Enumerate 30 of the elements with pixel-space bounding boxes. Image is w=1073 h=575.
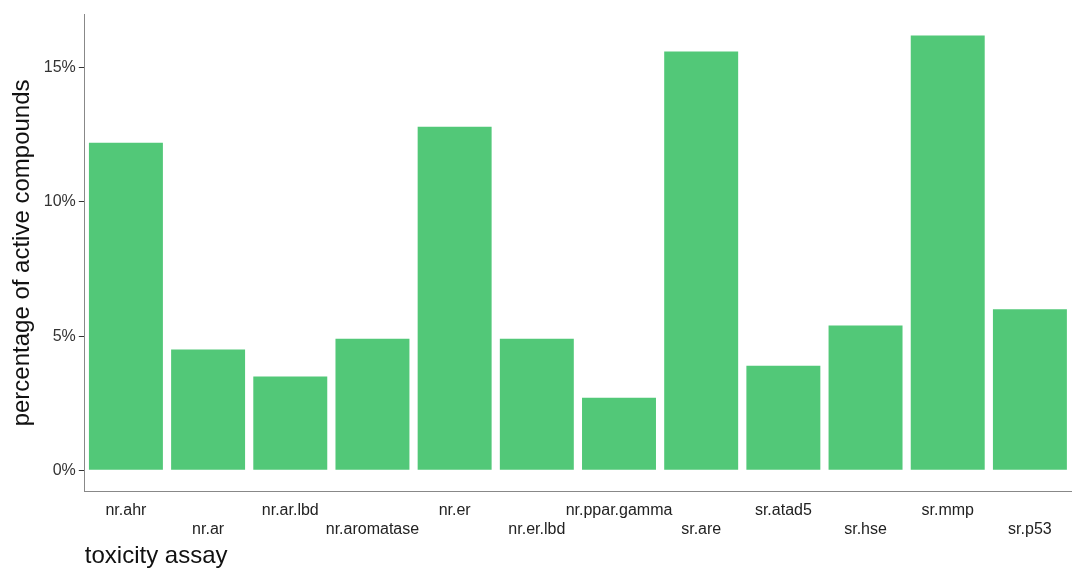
x-tick-label: nr.ar bbox=[192, 520, 225, 538]
bar bbox=[335, 338, 410, 470]
y-tick-label: 0% bbox=[52, 460, 76, 478]
bar bbox=[88, 142, 163, 470]
bar bbox=[417, 126, 492, 470]
x-tick-label: nr.ppar.gamma bbox=[565, 500, 673, 518]
bar bbox=[499, 338, 574, 470]
x-tick-label: sr.are bbox=[681, 520, 722, 538]
x-tick-label: nr.ar.lbd bbox=[261, 500, 319, 518]
x-tick-label: sr.mmp bbox=[921, 500, 975, 518]
bar bbox=[910, 35, 985, 470]
bar bbox=[171, 349, 246, 470]
x-tick-label: nr.aromatase bbox=[325, 520, 420, 538]
y-tick-label: 5% bbox=[52, 326, 76, 344]
bar bbox=[746, 365, 821, 470]
bar bbox=[992, 309, 1067, 470]
x-tick-label: nr.ahr bbox=[105, 500, 148, 518]
y-tick-label: 10% bbox=[43, 192, 76, 210]
x-tick-label: nr.er.lbd bbox=[508, 520, 566, 538]
x-axis-title: toxicity assay bbox=[84, 541, 228, 569]
bar bbox=[664, 51, 739, 470]
x-tick-label: sr.atad5 bbox=[754, 500, 812, 518]
bar bbox=[828, 325, 903, 470]
x-tick-label: nr.er bbox=[438, 500, 472, 518]
bar bbox=[253, 376, 328, 470]
x-tick-label: sr.hse bbox=[844, 520, 887, 538]
x-tick-label: sr.p53 bbox=[1008, 520, 1052, 538]
bar bbox=[582, 397, 656, 470]
y-axis-title: percentage of active compounds bbox=[7, 79, 35, 427]
y-tick-label: 15% bbox=[43, 58, 76, 76]
